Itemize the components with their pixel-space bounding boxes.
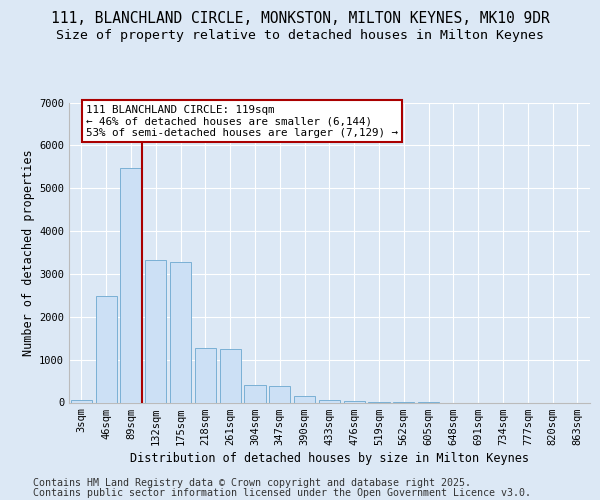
- Text: Contains public sector information licensed under the Open Government Licence v3: Contains public sector information licen…: [33, 488, 531, 498]
- Bar: [220, 348, 241, 403]
- Bar: [294, 396, 315, 402]
- Y-axis label: Number of detached properties: Number of detached properties: [22, 149, 35, 356]
- Bar: [195, 348, 216, 403]
- Bar: [145, 260, 166, 402]
- X-axis label: Distribution of detached houses by size in Milton Keynes: Distribution of detached houses by size …: [130, 452, 529, 465]
- Bar: [269, 386, 290, 402]
- Text: Size of property relative to detached houses in Milton Keynes: Size of property relative to detached ho…: [56, 29, 544, 42]
- Bar: [121, 168, 142, 402]
- Text: 111 BLANCHLAND CIRCLE: 119sqm
← 46% of detached houses are smaller (6,144)
53% o: 111 BLANCHLAND CIRCLE: 119sqm ← 46% of d…: [86, 104, 398, 138]
- Text: 111, BLANCHLAND CIRCLE, MONKSTON, MILTON KEYNES, MK10 9DR: 111, BLANCHLAND CIRCLE, MONKSTON, MILTON…: [50, 11, 550, 26]
- Bar: [95, 296, 117, 403]
- Bar: [170, 262, 191, 402]
- Bar: [244, 385, 266, 402]
- Text: Contains HM Land Registry data © Crown copyright and database right 2025.: Contains HM Land Registry data © Crown c…: [33, 478, 471, 488]
- Bar: [71, 400, 92, 402]
- Bar: [319, 400, 340, 402]
